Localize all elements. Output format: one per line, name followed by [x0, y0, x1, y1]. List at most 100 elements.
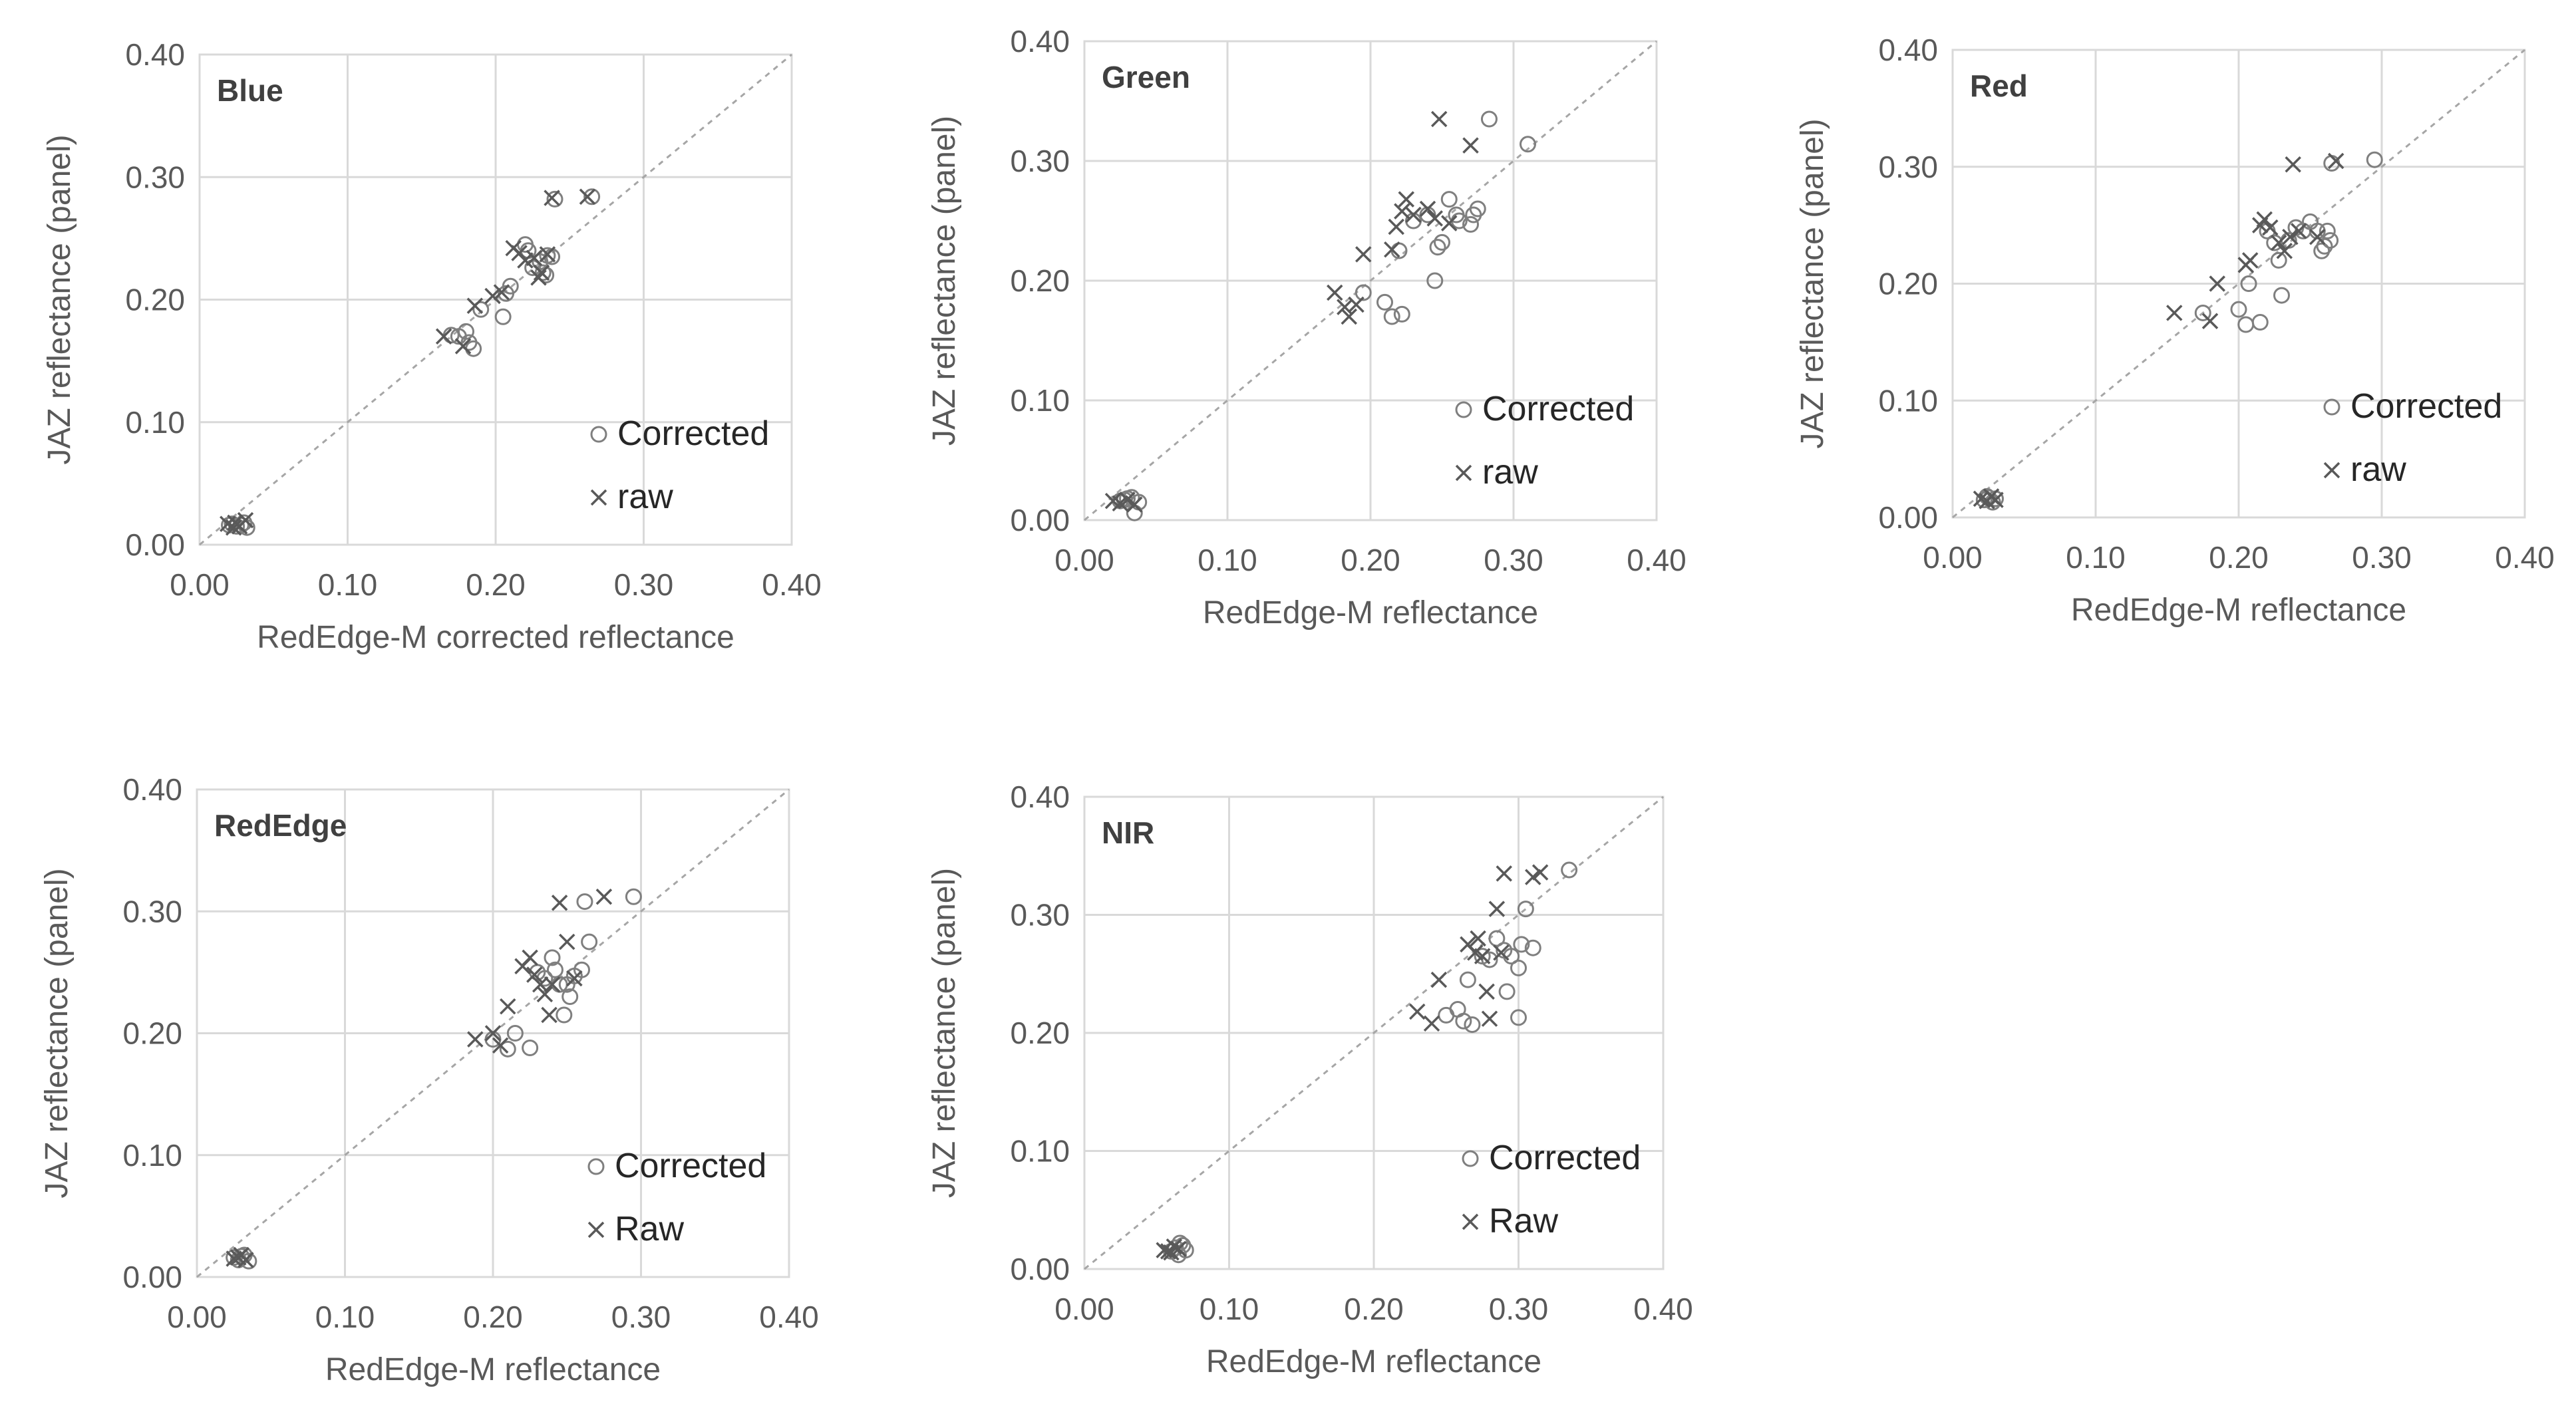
- data-point-cross: [2309, 228, 2326, 245]
- data-point-cross: [1462, 137, 1479, 154]
- legend-label-corrected: Corrected: [617, 414, 769, 453]
- data-point-cross: [541, 1006, 558, 1024]
- data-point-cross: [532, 976, 549, 993]
- data-point-circle: [573, 961, 590, 978]
- y-axis-title: JAZ reflectance (panel): [1795, 118, 1830, 448]
- x-tick-label: 0.30: [614, 567, 674, 602]
- data-point-cross: [1355, 246, 1372, 263]
- data-point-cross: [1409, 1003, 1426, 1020]
- y-tick-label: 0.00: [122, 1260, 182, 1294]
- cross-stroke: [1405, 206, 1422, 223]
- cross-stroke: [2256, 211, 2273, 228]
- cross-stroke: [1455, 464, 1472, 482]
- data-point-cross: [1474, 948, 1491, 964]
- data-point-circle: [1440, 191, 1458, 208]
- cross-stroke: [551, 895, 568, 911]
- data-point-cross: [526, 249, 543, 267]
- data-point-cross: [559, 933, 575, 950]
- cross-stroke: [1388, 218, 1404, 235]
- y-tick-label: 0.20: [1010, 263, 1070, 298]
- cross-stroke: [1160, 1243, 1177, 1260]
- data-point-circle: [1462, 215, 1479, 233]
- data-point-cross: [1493, 944, 1510, 961]
- y-tick-label: 0.00: [1010, 503, 1070, 537]
- plot-area-frame: [198, 53, 793, 546]
- chart-panel-blue: 0.00 0.10 0.20 0.30 0.40 0.00 0.10 0.20 0.30 0.40…: [42, 37, 822, 655]
- data-point-cross: [1441, 215, 1458, 231]
- cross-stroke: [1496, 865, 1512, 882]
- data-point-cross: [2291, 223, 2307, 239]
- chart-panel-red: 0.00 0.10 0.20 0.30 0.40 0.00 0.10 0.20 0.30 0.40…: [1795, 33, 2555, 628]
- cross-stroke: [2323, 462, 2340, 479]
- data-point-circle: [2194, 304, 2211, 321]
- cross-stroke: [1430, 971, 1448, 988]
- cross-stroke: [2282, 228, 2299, 245]
- panel-title: Red: [1970, 69, 2028, 103]
- y-tick-label: 0.20: [125, 283, 185, 317]
- x-tick-label: 0.30: [2352, 540, 2412, 575]
- y-tick-label: 0.40: [1010, 780, 1070, 814]
- data-point-circle: [1455, 1012, 1472, 1030]
- cross-stroke: [500, 998, 516, 1015]
- cross-stroke: [1409, 1003, 1426, 1020]
- data-point-circle: [1488, 930, 1506, 947]
- y-tick-label: 0.30: [122, 894, 182, 928]
- cross-stroke: [1341, 308, 1357, 325]
- legend-circle-marker: [590, 426, 607, 443]
- x-tick-label: 0.30: [611, 1300, 671, 1334]
- cross-stroke: [1394, 203, 1410, 219]
- y-tick-label: 0.00: [1010, 1252, 1070, 1286]
- data-point-cross: [2201, 313, 2219, 329]
- y-tick-label: 0.10: [125, 405, 185, 440]
- data-point-circle: [2251, 313, 2269, 331]
- data-point-circle: [1376, 293, 1393, 311]
- chart-panel-nir: 0.00 0.10 0.20 0.30 0.40 0.00 0.10 0.20 0.30 0.40…: [927, 780, 1693, 1379]
- y-tick-label: 0.00: [125, 527, 185, 562]
- cross-stroke: [1478, 983, 1495, 1000]
- series-corrected: [1112, 110, 1536, 521]
- legend-label-corrected: Corrected: [1489, 1139, 1641, 1177]
- cross-stroke: [2201, 313, 2219, 329]
- cross-stroke: [1337, 299, 1353, 315]
- legend-label-corrected: Corrected: [615, 1147, 766, 1185]
- data-point-cross: [1405, 206, 1422, 223]
- cross-stroke: [530, 269, 547, 286]
- series-raw: [1156, 864, 1549, 1261]
- cross-stroke: [484, 287, 501, 305]
- cross-stroke: [1987, 492, 2004, 508]
- data-point-cross: [544, 976, 561, 993]
- series-corrected: [1163, 861, 1578, 1264]
- x-tick-label: 0.20: [2209, 540, 2269, 575]
- panel-title: NIR: [1102, 815, 1154, 850]
- cross-stroke: [2291, 223, 2307, 239]
- cross-stroke: [2270, 234, 2287, 251]
- cross-stroke: [225, 519, 242, 536]
- plot-area-frame: [1951, 49, 2526, 519]
- data-point-circle: [1429, 239, 1446, 256]
- cross-stroke: [587, 1221, 605, 1238]
- legend-label-raw: Raw: [1489, 1202, 1558, 1240]
- data-point-cross: [595, 889, 613, 905]
- y-axis-title: JAZ reflectance (panel): [927, 116, 962, 446]
- y-tick-label: 0.10: [1010, 383, 1070, 418]
- data-point-cross: [533, 264, 550, 281]
- cross-stroke: [539, 246, 556, 263]
- data-point-cross: [2256, 211, 2273, 228]
- data-point-circle: [625, 888, 642, 905]
- data-point-circle: [1469, 200, 1486, 217]
- cross-stroke: [1973, 490, 1990, 507]
- data-point-cross: [467, 1031, 484, 1048]
- data-point-cross: [1394, 203, 1410, 219]
- data-point-circle: [506, 1025, 524, 1042]
- cross-stroke: [1481, 1010, 1498, 1027]
- plot-area-frame: [196, 788, 790, 1278]
- x-tick-label: 0.10: [318, 567, 378, 602]
- data-point-cross: [1478, 983, 1495, 1000]
- cross-stroke: [1460, 936, 1476, 953]
- data-point-circle: [2322, 231, 2339, 249]
- series-corrected: [221, 188, 601, 536]
- data-point-cross: [484, 287, 501, 305]
- data-point-cross: [536, 986, 554, 1003]
- x-tick-label: 0.20: [1341, 543, 1400, 577]
